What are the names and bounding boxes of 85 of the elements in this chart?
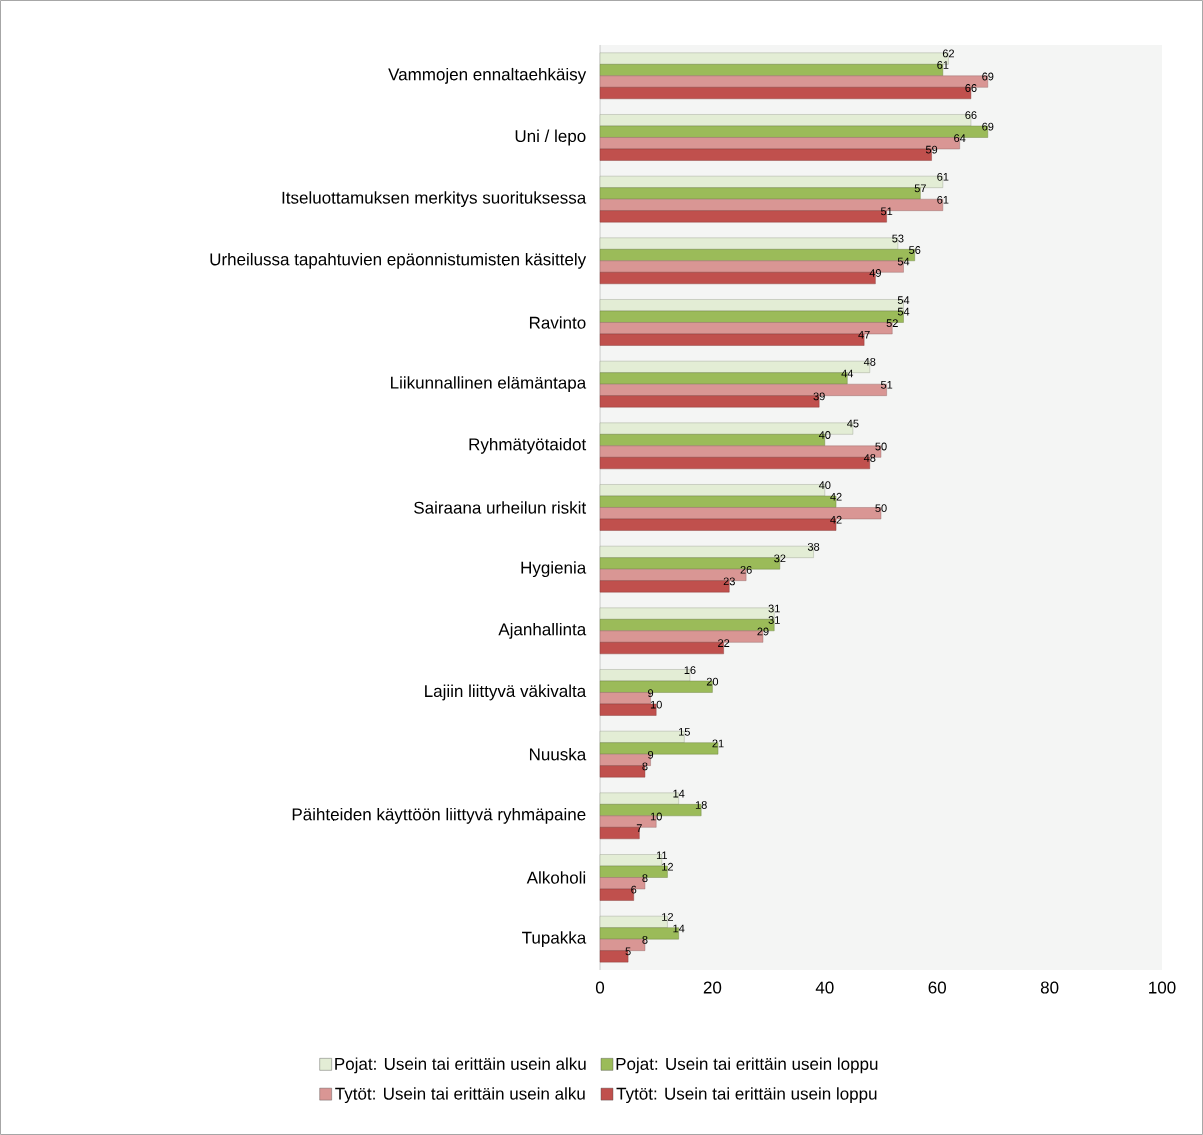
data-label: 51 xyxy=(880,381,893,389)
data-label: 16 xyxy=(684,666,696,675)
data-label: 56 xyxy=(909,246,921,254)
data-label: 54 xyxy=(897,307,910,316)
y-tick-label: Vammojen ennaltaehkäisy xyxy=(388,67,587,84)
data-label: 61 xyxy=(937,172,949,181)
data-label: 42 xyxy=(830,515,842,524)
data-label: 51 xyxy=(880,207,893,216)
data-label: 49 xyxy=(869,269,881,277)
data-label: 38 xyxy=(807,542,820,551)
data-label: 20 xyxy=(706,677,719,686)
y-tick-label: Lajiin liittyvä väkivalta xyxy=(425,684,587,701)
data-label: 69 xyxy=(982,122,994,131)
data-label: 59 xyxy=(925,145,938,154)
y-tick-label: Uni / lepo xyxy=(515,129,586,146)
data-label: 62 xyxy=(942,49,955,58)
x-tick-label: 80 xyxy=(1040,981,1059,994)
data-label: 42 xyxy=(830,492,842,501)
x-tick-label: 60 xyxy=(928,981,946,994)
legend-label: Pojat: Usein tai erittäin usein loppu xyxy=(616,1057,878,1074)
data-label: 48 xyxy=(863,454,876,462)
data-label: 54 xyxy=(897,257,910,266)
y-tick-label: Nuuska xyxy=(529,747,587,761)
data-label: 5 xyxy=(625,947,631,956)
data-label: 47 xyxy=(858,330,870,339)
legend-label: Tytöt: Usein tai erittäin usein alku xyxy=(335,1087,585,1104)
y-tick-label: Liikunnallinen elämäntapa xyxy=(391,376,587,393)
x-tick-label: 20 xyxy=(703,981,722,994)
data-label: 8 xyxy=(642,935,648,944)
x-tick-label: 40 xyxy=(815,981,834,994)
data-label: 23 xyxy=(723,577,735,586)
data-label: 14 xyxy=(673,789,685,798)
data-label: 31 xyxy=(768,616,780,624)
data-label: 45 xyxy=(847,419,859,428)
data-label: 26 xyxy=(740,565,752,574)
data-label: 50 xyxy=(875,504,887,513)
y-tick-label: Päihteiden käyttöön liittyvä ryhmäpaine xyxy=(292,807,586,824)
data-label: 61 xyxy=(937,195,949,204)
y-tick-label: Ryhmätyötaidot xyxy=(469,437,587,454)
y-tick-label: Sairaana urheilun riskit xyxy=(414,501,587,514)
data-label: 40 xyxy=(818,481,831,490)
data-label: 10 xyxy=(650,700,662,709)
data-label: 12 xyxy=(662,913,673,921)
y-tick-label: Ajanhallinta xyxy=(498,622,587,639)
y-tick-label: Itseluottamuksen merkitys suorituksessa xyxy=(282,191,587,208)
y-tick-label: Urheilussa tapahtuvien epäonnistumisten käsittely xyxy=(210,252,587,269)
y-tick-label: Alkoholi xyxy=(526,871,586,884)
data-label: 9 xyxy=(648,689,654,698)
data-label: 11 xyxy=(656,851,667,860)
data-label: 39 xyxy=(813,392,825,401)
data-label: 50 xyxy=(875,442,887,451)
data-label: 14 xyxy=(673,924,685,933)
data-label: 6 xyxy=(631,885,637,894)
data-label: 40 xyxy=(818,431,831,439)
data-label: 44 xyxy=(841,369,854,378)
data-label: 52 xyxy=(886,319,898,328)
data-label: 10 xyxy=(650,812,662,821)
y-tick-label: Tupakka xyxy=(522,931,587,948)
data-label: 64 xyxy=(954,134,966,143)
data-label: 18 xyxy=(695,801,707,809)
data-label: 31 xyxy=(768,604,780,613)
data-label: 8 xyxy=(642,874,648,883)
y-tick-label: Hygienia xyxy=(521,561,587,578)
x-tick-label: 0 xyxy=(595,981,605,994)
data-label: 12 xyxy=(662,862,673,871)
data-label: 66 xyxy=(965,111,977,120)
data-label: 32 xyxy=(774,554,786,563)
data-label: 48 xyxy=(863,357,876,366)
data-label: 8 xyxy=(642,762,648,771)
data-label: 66 xyxy=(965,84,977,92)
data-label: 9 xyxy=(648,750,654,759)
x-tick-label: 100 xyxy=(1149,981,1176,994)
data-label: 29 xyxy=(757,627,769,636)
data-label: 57 xyxy=(914,184,926,193)
data-label: 21 xyxy=(712,739,724,748)
data-label: 54 xyxy=(897,296,910,305)
legend-label: Pojat: Usein tai erittäin usein alku xyxy=(335,1057,586,1074)
data-label: 69 xyxy=(982,72,994,81)
data-label: 61 xyxy=(937,61,949,69)
y-tick-label: Ravinto xyxy=(529,316,586,329)
data-label: 53 xyxy=(892,234,904,243)
data-label: 22 xyxy=(718,639,730,647)
data-label: 7 xyxy=(636,824,642,832)
data-label: 15 xyxy=(679,728,690,736)
legend-label: Tytöt: Usein tai erittäin usein loppu xyxy=(616,1087,877,1104)
